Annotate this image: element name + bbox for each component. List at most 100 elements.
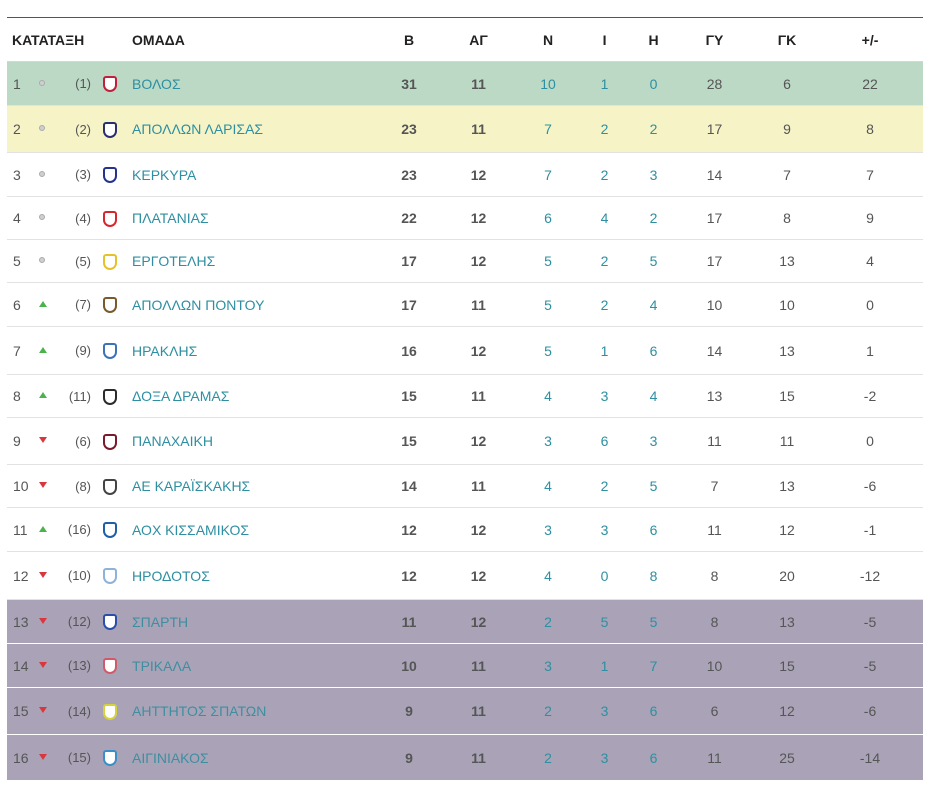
draws-cell[interactable]: 4: [574, 196, 636, 240]
wins-cell[interactable]: 7: [522, 152, 575, 197]
wins-cell[interactable]: 4: [522, 374, 575, 418]
team-link[interactable]: ΠΑΝΑΧΑΙΚΗ: [132, 433, 213, 449]
losses-cell[interactable]: 3: [635, 152, 673, 197]
table-row[interactable]: 16 (15) ΑΙΓΙΝΙΑΚΟΣ 9 11 2 3 6 11 25 -14: [7, 734, 924, 781]
wins-cell[interactable]: 10: [522, 61, 575, 106]
table-row[interactable]: 3 (3) ΚΕΡΚΥΡΑ 23 12 7 2 3 14 7 7: [7, 152, 924, 197]
draws-cell[interactable]: 2: [574, 464, 636, 508]
header-points[interactable]: Β: [383, 18, 436, 62]
header-wins[interactable]: Ν: [522, 18, 575, 62]
team-link[interactable]: ΚΕΡΚΥΡΑ: [132, 166, 197, 183]
wins-cell[interactable]: 4: [522, 464, 575, 508]
crest-cell: [95, 507, 133, 552]
team-link[interactable]: ΑΙΓΙΝΙΑΚΟΣ: [132, 749, 209, 766]
wins-cell[interactable]: 2: [522, 734, 575, 781]
played-cell: 12: [435, 152, 523, 197]
wins-cell[interactable]: 6: [522, 196, 575, 240]
team-link[interactable]: ΤΡΙΚΑΛΑ: [132, 657, 192, 674]
draws-cell[interactable]: 2: [574, 239, 636, 283]
movement-up-icon: [39, 392, 47, 398]
table-row[interactable]: 11 (16) ΑΟΧ ΚΙΣΣΑΜΙΚΟΣ 12 12 3 3 6 11 12 -1: [7, 507, 924, 552]
goal-diff-cell: 7: [817, 152, 924, 197]
table-row[interactable]: 10 (8) ΑΕ ΚΑΡΑΪΣΚΑΚΗΣ 14 11 4 2 5 7 13 -6: [7, 464, 924, 508]
losses-cell[interactable]: 6: [635, 507, 673, 552]
wins-cell[interactable]: 5: [522, 282, 575, 327]
losses-cell[interactable]: 5: [635, 599, 673, 644]
team-link[interactable]: ΗΡΑΚΛΗΣ: [132, 342, 198, 359]
team-link[interactable]: ΒΟΛΟΣ: [132, 75, 181, 92]
header-goal-diff[interactable]: +/-: [817, 18, 924, 62]
goals-for-cell: 11: [672, 417, 758, 465]
losses-cell[interactable]: 7: [635, 643, 673, 688]
table-row[interactable]: 4 (4) ΠΛΑΤΑΝΙΑΣ 22 12 6 4 2 17 8 9: [7, 196, 924, 240]
header-rank[interactable]: ΚΑΤΑΤΑΞΗ: [7, 18, 133, 62]
team-link[interactable]: ΑΕ ΚΑΡΑΪΣΚΑΚΗΣ: [132, 478, 251, 494]
table-row[interactable]: 8 (11) ΔΟΞΑ ΔΡΑΜΑΣ 15 11 4 3 4 13 15 -2: [7, 374, 924, 418]
goals-against-cell: 7: [757, 152, 818, 197]
table-row[interactable]: 14 (13) ΤΡΙΚΑΛΑ 10 11 3 1 7 10 15 -5: [7, 643, 924, 688]
table-row[interactable]: 12 (10) ΗΡΟΔΟΤΟΣ 12 12 4 0 8 8 20 -12: [7, 551, 924, 600]
wins-cell[interactable]: 3: [522, 507, 575, 552]
draws-cell[interactable]: 2: [574, 105, 636, 153]
wins-cell[interactable]: 5: [522, 326, 575, 375]
losses-cell[interactable]: 2: [635, 105, 673, 153]
goals-for-cell: 6: [672, 687, 758, 735]
losses-cell[interactable]: 6: [635, 687, 673, 735]
wins-cell[interactable]: 2: [522, 599, 575, 644]
wins-cell[interactable]: 7: [522, 105, 575, 153]
draws-cell[interactable]: 2: [574, 152, 636, 197]
losses-cell[interactable]: 5: [635, 464, 673, 508]
wins-cell[interactable]: 2: [522, 687, 575, 735]
losses-cell[interactable]: 2: [635, 196, 673, 240]
header-played[interactable]: ΑΓ: [435, 18, 523, 62]
table-row[interactable]: 6 (7) ΑΠΟΛΛΩΝ ΠΟΝΤΟΥ 17 11 5 2 4 10 10 0: [7, 282, 924, 327]
draws-cell[interactable]: 3: [574, 687, 636, 735]
goals-against-cell: 11: [757, 417, 818, 465]
table-row[interactable]: 2 (2) ΑΠΟΛΛΩΝ ΛΑΡΙΣΑΣ 23 11 7 2 2 17 9 8: [7, 105, 924, 153]
draws-cell[interactable]: 1: [574, 326, 636, 375]
table-row[interactable]: 13 (12) ΣΠΑΡΤΗ 11 12 2 5 5 8 13 -5: [7, 599, 924, 644]
draws-cell[interactable]: 0: [574, 551, 636, 600]
table-row[interactable]: 5 (5) ΕΡΓΟΤΕΛΗΣ 17 12 5 2 5 17 13 4: [7, 239, 924, 283]
team-link[interactable]: ΑΟΧ ΚΙΣΣΑΜΙΚΟΣ: [132, 521, 250, 538]
losses-cell[interactable]: 4: [635, 374, 673, 418]
goal-diff-cell: 22: [817, 61, 924, 106]
draws-cell[interactable]: 3: [574, 507, 636, 552]
team-link[interactable]: ΣΠΑΡΤΗ: [132, 613, 189, 630]
team-link[interactable]: ΑΗΤΤΗΤΟΣ ΣΠΑΤΩΝ: [132, 703, 267, 719]
header-draws[interactable]: Ι: [574, 18, 636, 62]
table-row[interactable]: 7 (9) ΗΡΑΚΛΗΣ 16 12 5 1 6 14 13 1: [7, 326, 924, 375]
wins-cell[interactable]: 3: [522, 643, 575, 688]
movement-cell: [39, 734, 61, 781]
team-link[interactable]: ΠΛΑΤΑΝΙΑΣ: [132, 210, 209, 226]
draws-cell[interactable]: 2: [574, 282, 636, 327]
team-link[interactable]: ΑΠΟΛΛΩΝ ΠΟΝΤΟΥ: [132, 296, 265, 313]
losses-cell[interactable]: 8: [635, 551, 673, 600]
draws-cell[interactable]: 3: [574, 374, 636, 418]
header-team[interactable]: ΟΜΑΔΑ: [132, 18, 384, 62]
wins-cell[interactable]: 5: [522, 239, 575, 283]
wins-cell[interactable]: 4: [522, 551, 575, 600]
losses-cell[interactable]: 6: [635, 326, 673, 375]
team-link[interactable]: ΗΡΟΔΟΤΟΣ: [132, 567, 210, 584]
wins-cell[interactable]: 3: [522, 417, 575, 465]
header-goals-against[interactable]: ΓΚ: [757, 18, 818, 62]
draws-cell[interactable]: 3: [574, 734, 636, 781]
header-goals-for[interactable]: ΓΥ: [672, 18, 758, 62]
team-link[interactable]: ΑΠΟΛΛΩΝ ΛΑΡΙΣΑΣ: [132, 121, 264, 137]
draws-cell[interactable]: 1: [574, 61, 636, 106]
losses-cell[interactable]: 5: [635, 239, 673, 283]
losses-cell[interactable]: 0: [635, 61, 673, 106]
table-row[interactable]: 9 (6) ΠΑΝΑΧΑΙΚΗ 15 12 3 6 3 11 11 0: [7, 417, 924, 465]
header-losses[interactable]: Η: [635, 18, 673, 62]
losses-cell[interactable]: 4: [635, 282, 673, 327]
draws-cell[interactable]: 1: [574, 643, 636, 688]
draws-cell[interactable]: 6: [574, 417, 636, 465]
draws-cell[interactable]: 5: [574, 599, 636, 644]
team-link[interactable]: ΕΡΓΟΤΕΛΗΣ: [132, 253, 216, 269]
losses-cell[interactable]: 3: [635, 417, 673, 465]
losses-cell[interactable]: 6: [635, 734, 673, 781]
table-row[interactable]: 15 (14) ΑΗΤΤΗΤΟΣ ΣΠΑΤΩΝ 9 11 2 3 6 6 12 -6: [7, 687, 924, 735]
team-link[interactable]: ΔΟΞΑ ΔΡΑΜΑΣ: [132, 388, 230, 404]
table-row[interactable]: 1 (1) ΒΟΛΟΣ 31 11 10 1 0 28 6 22: [7, 61, 924, 106]
